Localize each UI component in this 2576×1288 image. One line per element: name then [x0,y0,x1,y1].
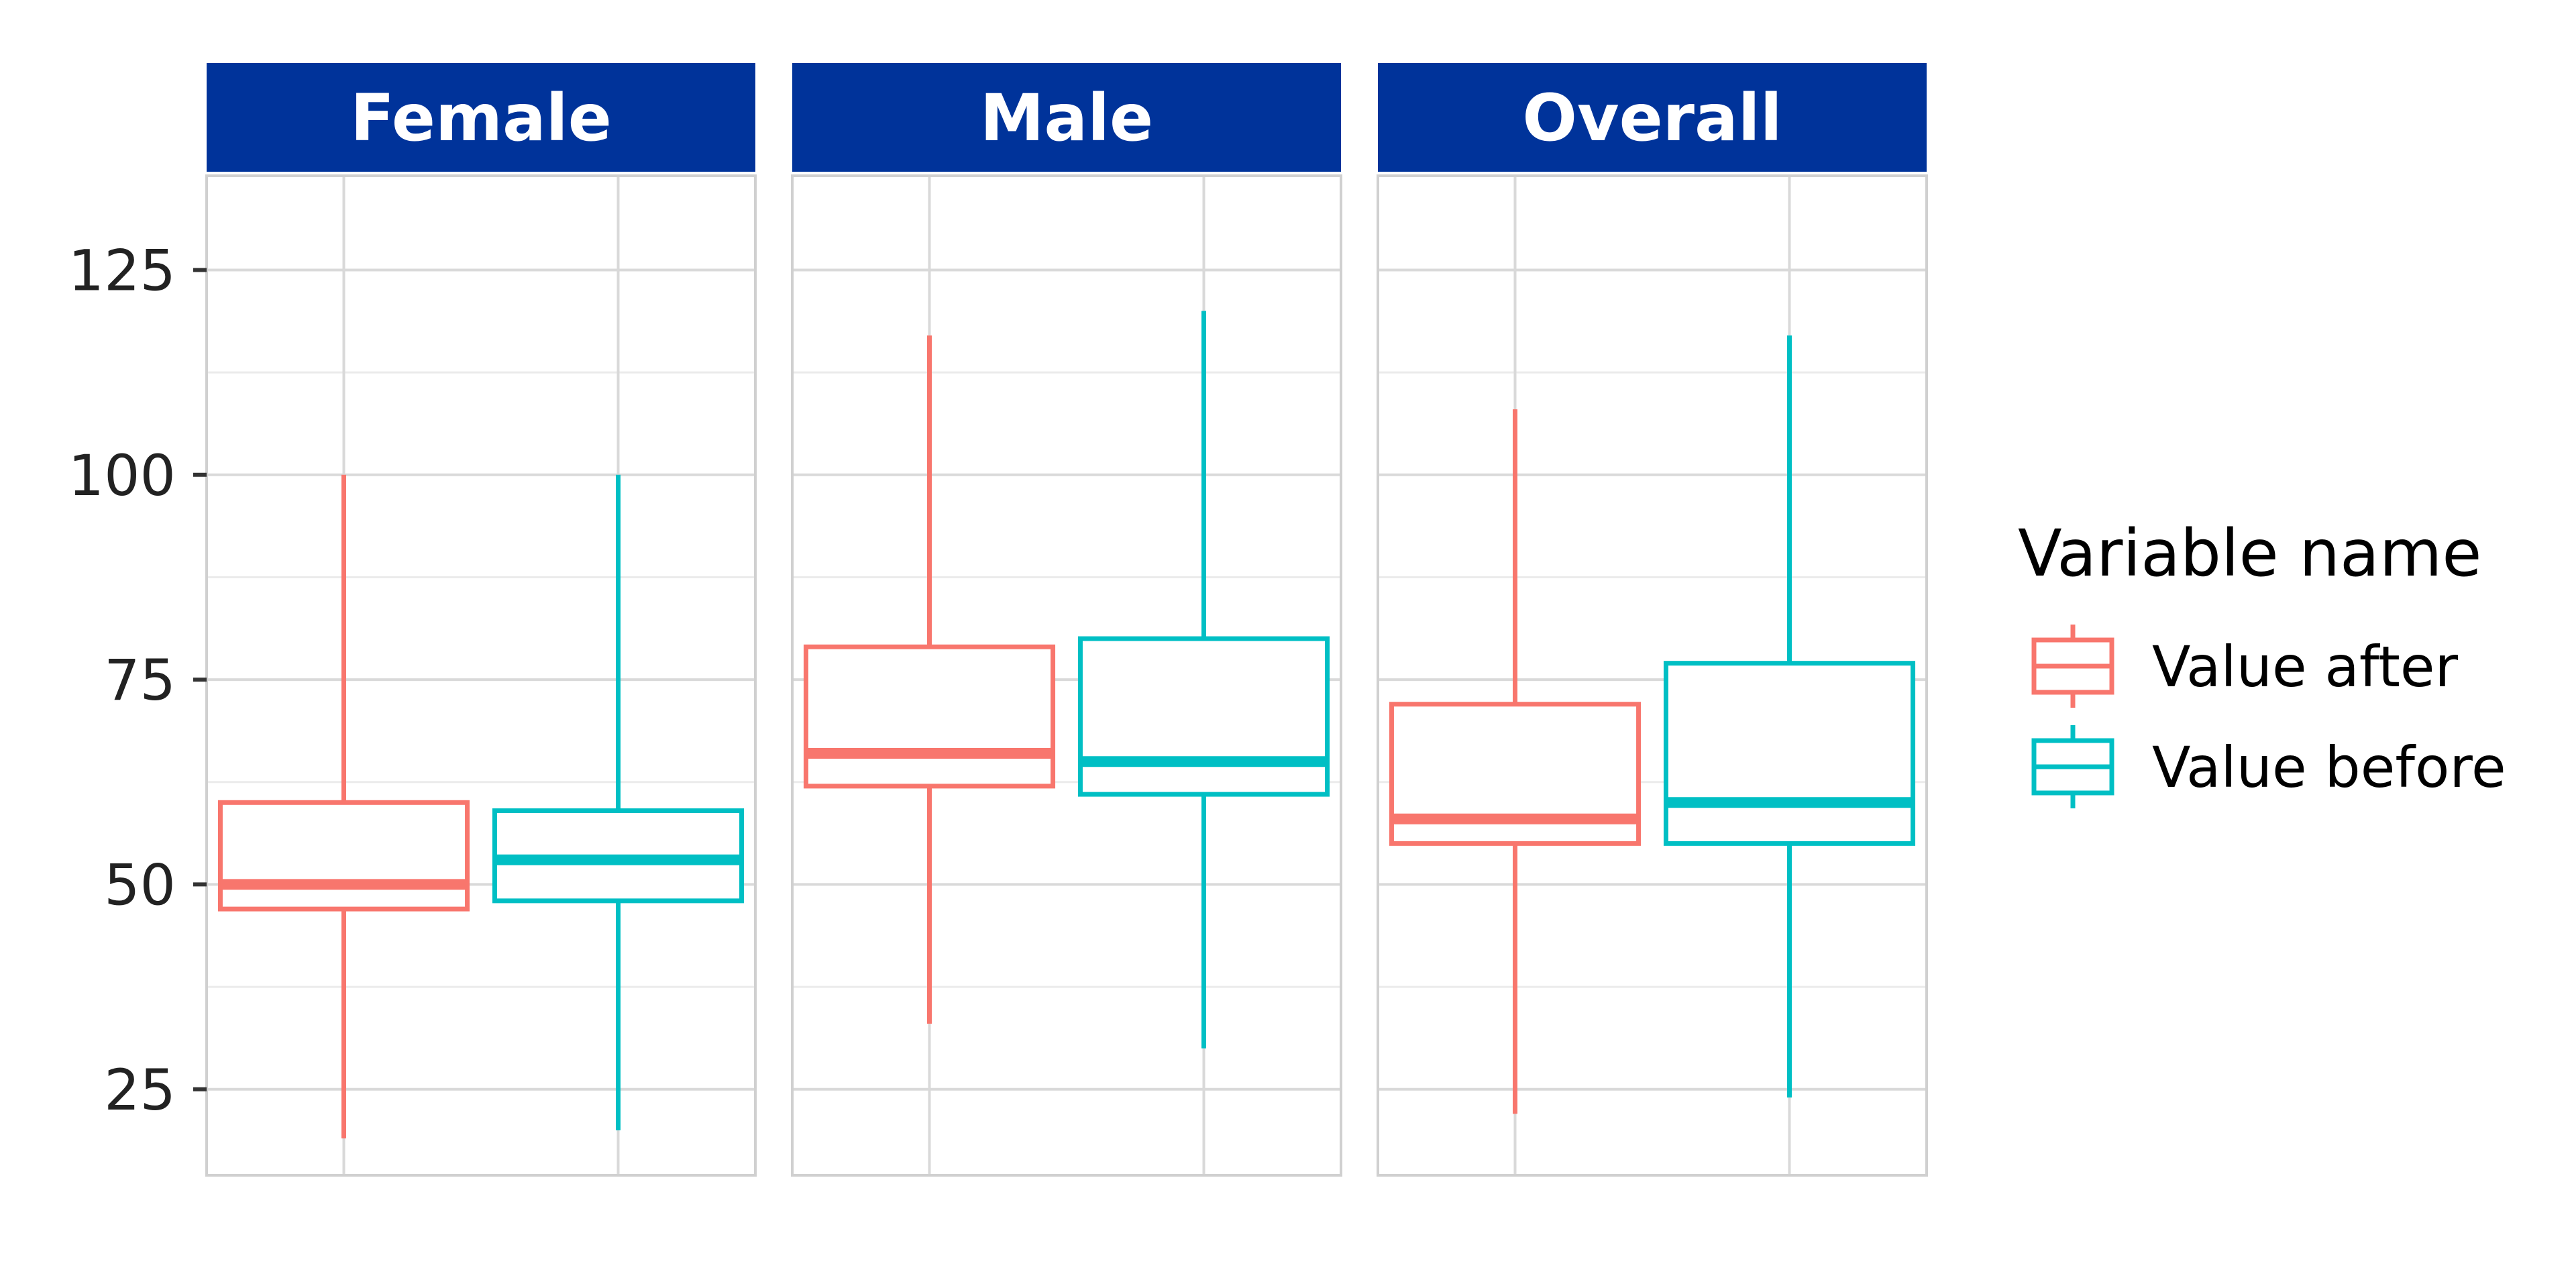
y-axis: 25 50 75 100 125 [68,237,207,1123]
facet-strip-label-female: Female [350,80,612,156]
facet-panel-male: Male [791,63,1342,1177]
facet-panel-overall: Overall [1377,63,1928,1177]
y-tick-label: 25 [104,1057,176,1123]
legend: Variable name Value after Value before [2018,516,2506,808]
facet-panel-female: Female [205,63,757,1177]
legend-label-value-after: Value after [2152,634,2459,700]
box-overall-value-after [1389,409,1642,1114]
facet-strip-male [792,63,1341,172]
box-body [803,644,1056,789]
box-body [217,800,470,912]
box-body [1077,636,1330,797]
box-female-value-before [492,474,745,1130]
y-tick-label: 125 [68,237,176,303]
legend-key-value-after [2031,625,2114,708]
y-tick-label: 100 [68,443,176,508]
box-male-value-after [803,335,1056,1024]
y-tick-label: 75 [104,647,176,713]
y-tick-label: 50 [104,852,176,918]
legend-title: Variable name [2018,516,2481,591]
facet-strip-overall [1378,63,1927,172]
panel-border [1377,174,1928,1177]
facet-strip-female [207,63,755,172]
box-body [1663,661,1916,846]
facet-panels: Female Male Overall [205,63,1928,1177]
box-female-value-after [217,474,470,1139]
facet-strip-label-male: Male [980,80,1153,156]
panel-border [205,174,757,1177]
panel-border [791,174,1342,1177]
legend-key-value-before [2031,725,2114,808]
legend-label-value-before: Value before [2152,735,2506,800]
box-overall-value-before [1663,335,1916,1097]
facet-strip-label-overall: Overall [1522,80,1782,156]
box-male-value-before [1077,311,1330,1049]
